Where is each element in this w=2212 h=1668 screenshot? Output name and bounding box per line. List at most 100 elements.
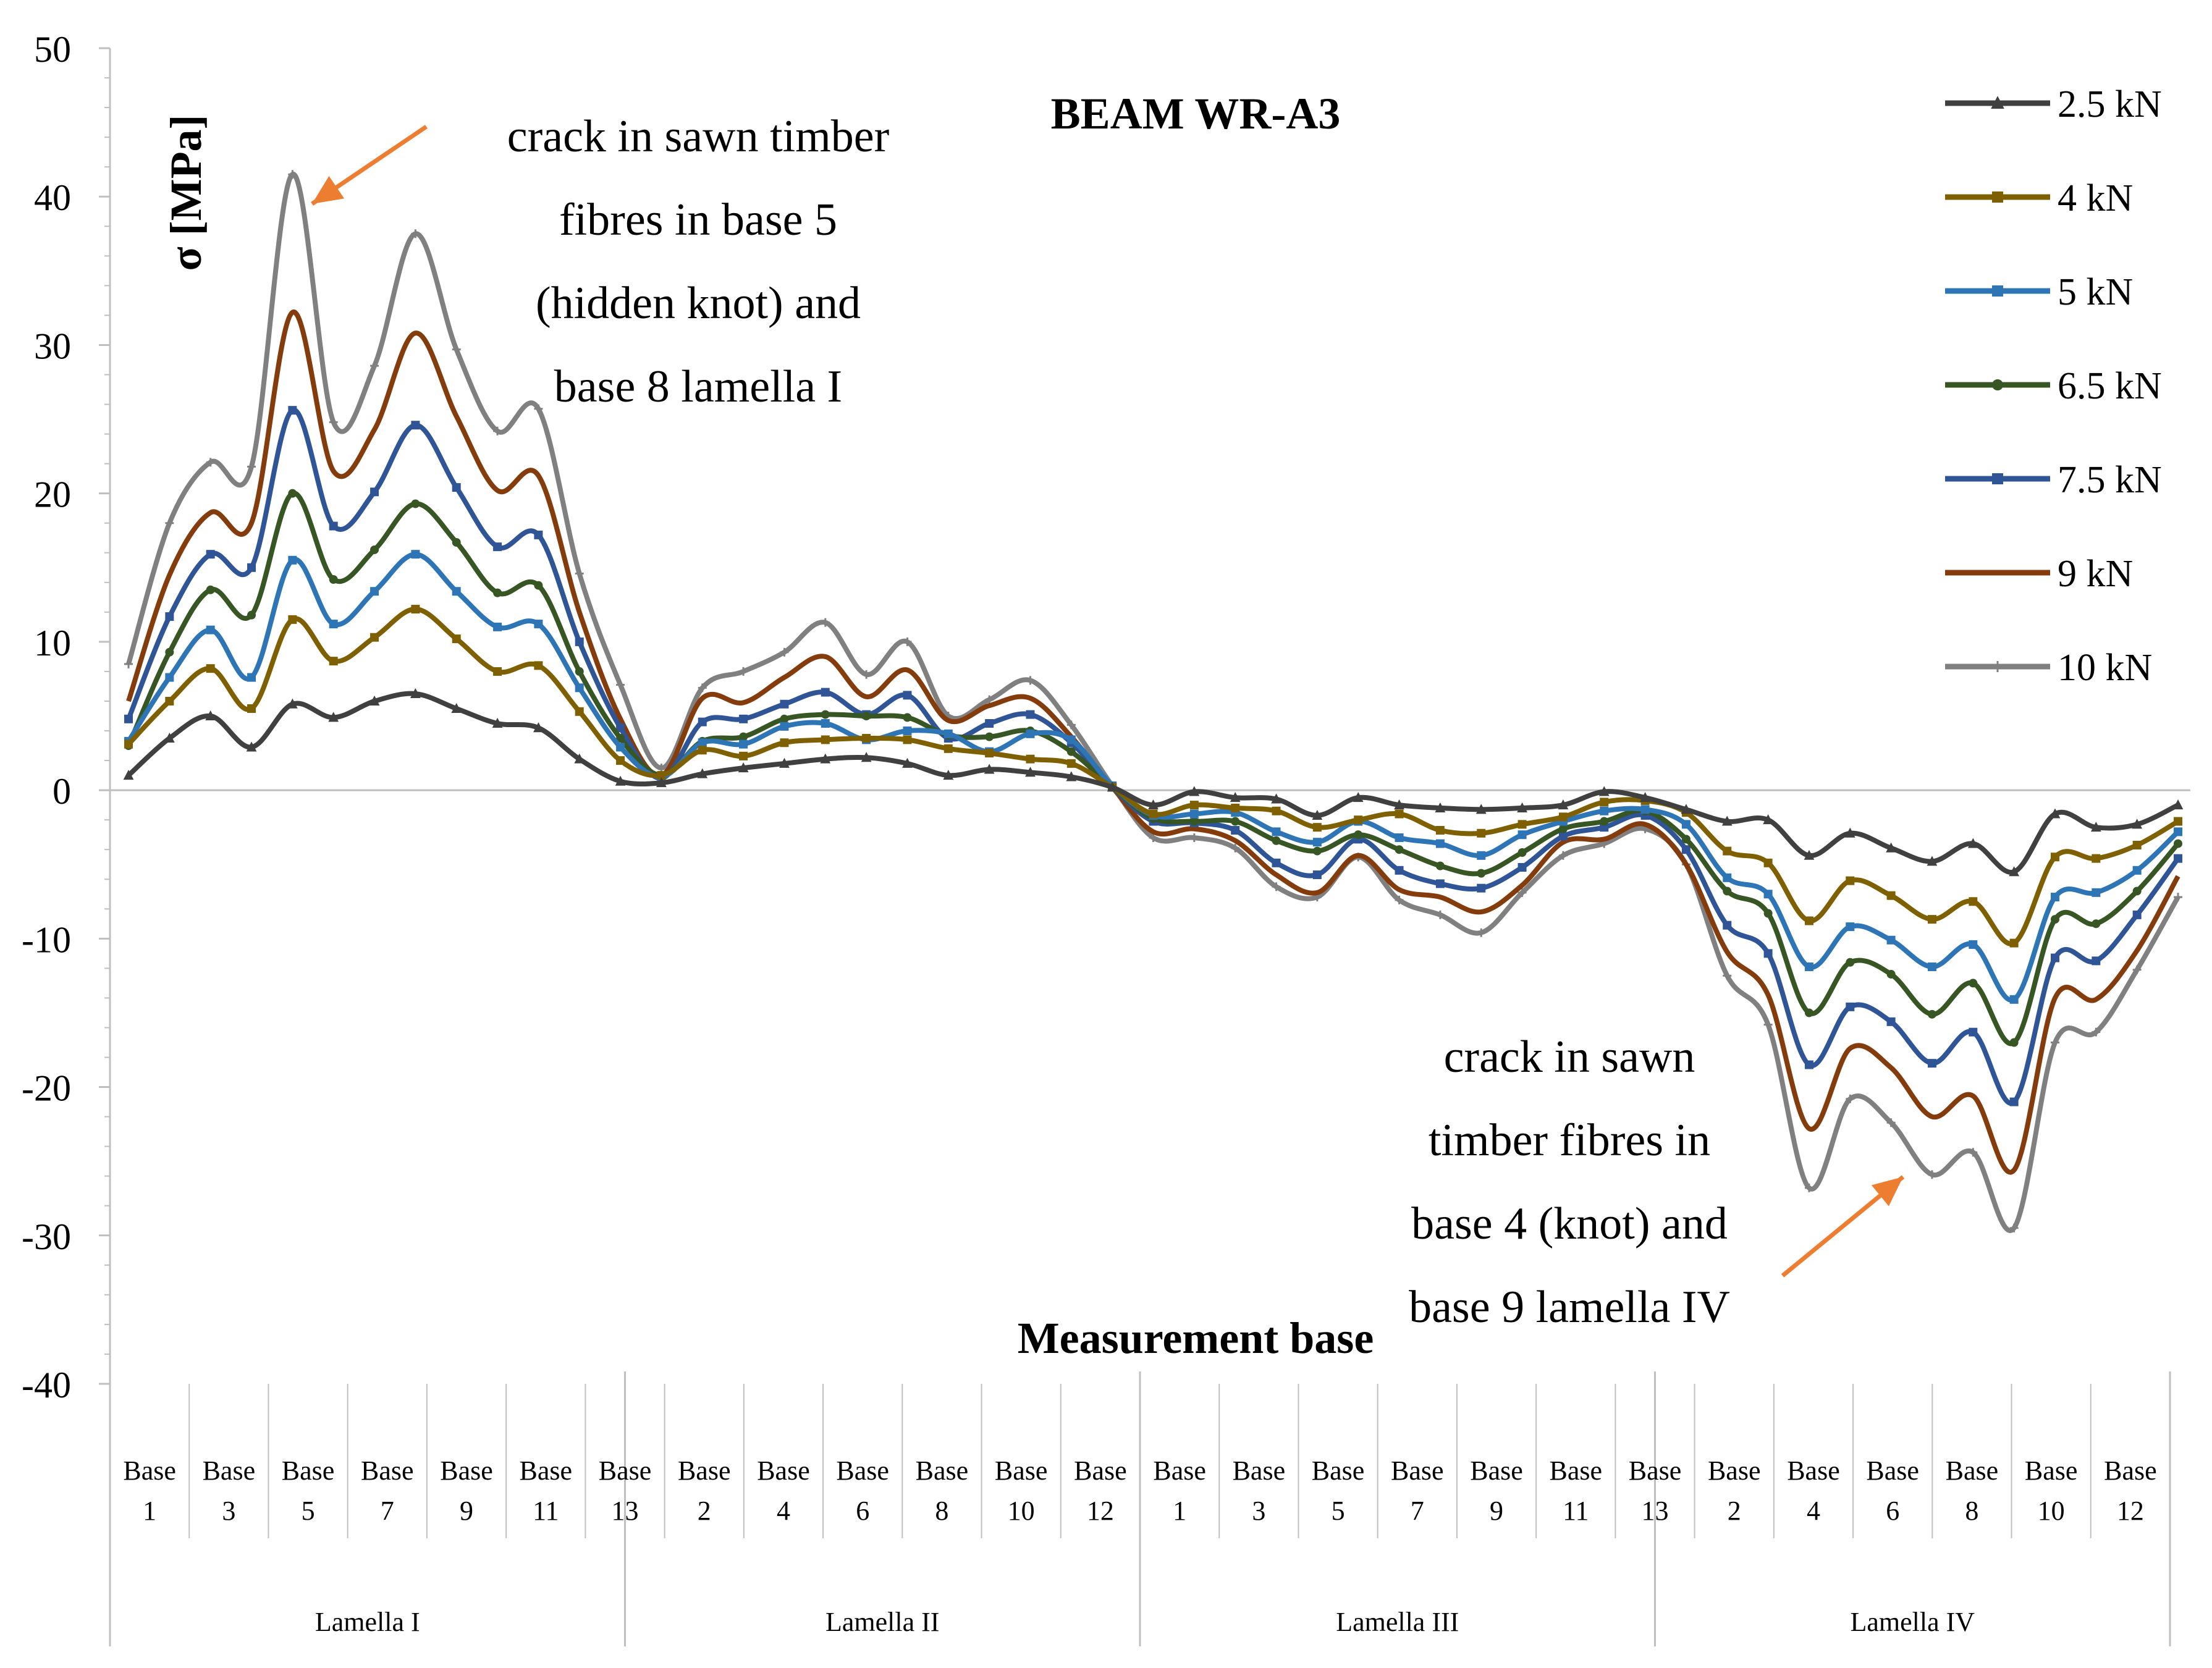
data-point [1189, 809, 1199, 819]
data-point [534, 530, 543, 539]
data-point [2092, 888, 2101, 897]
x-tick-label-word: Base [1233, 1455, 1286, 1486]
data-point [288, 615, 297, 624]
series-10-kn [124, 170, 2182, 1233]
data-point [410, 688, 421, 698]
legend-label: 4 kN [2058, 177, 2133, 219]
data-point [1189, 833, 1199, 842]
data-point [1969, 1148, 1978, 1157]
data-point [124, 659, 133, 668]
x-tick-label-number: 12 [1087, 1496, 1114, 1526]
data-point [1517, 802, 1527, 812]
y-tick-label: 50 [34, 29, 71, 70]
data-point [1477, 869, 1486, 878]
data-point [1435, 879, 1445, 888]
annotation-bottom-arrow [1781, 1175, 1905, 1278]
data-point [1475, 804, 1487, 814]
data-point [2009, 866, 2020, 877]
data-point [1969, 897, 1978, 906]
data-point [697, 768, 708, 778]
data-point [165, 647, 174, 657]
x-tick-label-number: 1 [1173, 1496, 1186, 1526]
data-point [1681, 820, 1691, 829]
data-point [1312, 870, 1322, 880]
group-label: Lamella II [825, 1607, 939, 1637]
data-point [411, 229, 420, 238]
x-tick-label-word: Base [836, 1455, 889, 1486]
data-point [2092, 854, 2101, 863]
data-point [1518, 888, 1527, 897]
data-point [1435, 802, 1446, 812]
data-point [452, 483, 461, 492]
data-point [1969, 979, 1978, 988]
x-tick-label-number: 10 [2038, 1496, 2065, 1526]
data-point [862, 670, 871, 679]
data-point [1395, 895, 1404, 904]
data-point [575, 707, 584, 716]
data-point [493, 588, 502, 597]
data-point [370, 587, 379, 596]
data-point [534, 581, 543, 590]
data-point [1353, 792, 1364, 802]
data-point [206, 550, 215, 559]
data-point [1026, 710, 1035, 719]
data-point [165, 673, 174, 682]
data-point [1886, 842, 1897, 853]
data-point [903, 713, 912, 722]
legend-item: 9 kN [1945, 553, 2133, 595]
data-point [575, 637, 584, 646]
data-point [1804, 916, 1813, 925]
data-point [2132, 910, 2142, 919]
x-tick-label-word: Base [1550, 1455, 1603, 1486]
x-tick-label-word: Base [1946, 1455, 1999, 1486]
data-point [1231, 825, 1240, 835]
data-point [247, 462, 256, 471]
data-point [1804, 849, 1815, 860]
data-point [1600, 798, 1609, 807]
data-point [411, 550, 420, 559]
data-point [616, 680, 625, 689]
x-tick-label-number: 4 [777, 1496, 790, 1526]
x-tick-label-number: 6 [1886, 1496, 1899, 1526]
x-tick-label-number: 13 [612, 1496, 639, 1526]
legend-item: 4 kN [1945, 177, 2133, 219]
data-point [288, 555, 297, 565]
data-point [1518, 848, 1527, 857]
data-point [2174, 854, 2182, 863]
data-point [1844, 827, 1855, 838]
data-point [1886, 891, 1896, 900]
data-point [739, 732, 748, 741]
legend-label: 6.5 kN [2058, 365, 2162, 407]
data-point [1640, 792, 1650, 802]
series-2-5-kn [123, 688, 2184, 877]
data-point [1312, 809, 1323, 820]
data-point [206, 625, 215, 634]
data-point [821, 719, 830, 728]
data-point [2172, 799, 2184, 810]
data-point [1518, 830, 1527, 840]
data-point [780, 699, 789, 709]
data-point [821, 618, 830, 627]
data-point [1969, 940, 1978, 949]
x-tick-label-word: Base [1866, 1455, 1919, 1486]
data-point [698, 746, 707, 755]
data-point [903, 637, 912, 646]
data-point [1272, 882, 1281, 891]
data-point [984, 764, 995, 774]
annotation-top-line-2: fibres in base 5 [559, 195, 837, 245]
data-point [1763, 1020, 1773, 1029]
x-tick-label-number: 3 [222, 1496, 235, 1526]
data-point [2092, 1027, 2101, 1037]
data-point [1435, 825, 1445, 835]
data-point [616, 756, 625, 765]
data-point [739, 714, 748, 723]
x-tick-label-number: 2 [1728, 1496, 1741, 1526]
x-tick-label-word: Base [678, 1455, 731, 1486]
data-point [902, 757, 913, 768]
data-point [123, 769, 134, 780]
data-point [2009, 1097, 2019, 1106]
data-point [328, 712, 339, 722]
x-tick-label-word: Base [916, 1455, 969, 1486]
data-point [821, 688, 830, 697]
